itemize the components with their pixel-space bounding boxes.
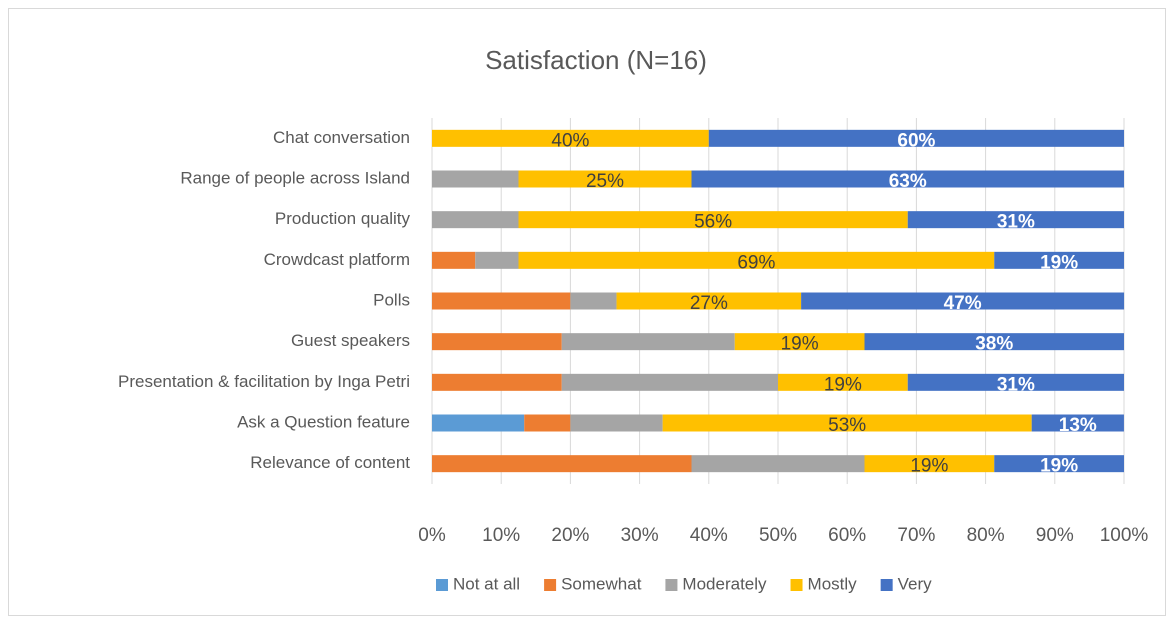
bar-segment bbox=[561, 373, 778, 391]
x-tick-label: 40% bbox=[690, 525, 728, 546]
legend-swatch bbox=[544, 579, 557, 591]
y-tick-label: Crowdcast platform bbox=[264, 250, 410, 269]
bar-segment bbox=[518, 251, 995, 269]
bar-segment bbox=[994, 455, 1124, 473]
x-tick-label: 20% bbox=[551, 525, 589, 546]
x-tick-label: 90% bbox=[1036, 525, 1074, 546]
data-label: 19% bbox=[910, 456, 948, 477]
x-tick-label: 100% bbox=[1100, 525, 1149, 546]
bar-segment bbox=[432, 292, 571, 310]
legend-swatch bbox=[436, 579, 448, 591]
bar-segment bbox=[570, 414, 663, 432]
x-tick-label: 30% bbox=[621, 525, 659, 546]
bar-segment bbox=[907, 373, 1124, 391]
bar-segment bbox=[691, 455, 865, 473]
chart-border bbox=[8, 8, 1166, 616]
data-label: 40% bbox=[551, 130, 589, 151]
x-tick-label: 80% bbox=[967, 525, 1005, 546]
data-label: 63% bbox=[889, 171, 927, 192]
data-label: 27% bbox=[690, 293, 728, 314]
y-tick-label: Guest speakers bbox=[291, 331, 410, 350]
data-label: 19% bbox=[1040, 252, 1078, 273]
bar-segment bbox=[662, 414, 1032, 432]
legend-swatch bbox=[880, 579, 893, 591]
bar-segment bbox=[864, 455, 995, 473]
x-tick-label: 0% bbox=[418, 525, 446, 546]
bar-segment bbox=[432, 333, 562, 351]
bar-segment bbox=[432, 211, 519, 229]
bar-segment bbox=[907, 211, 1124, 229]
bar-segment bbox=[570, 292, 617, 310]
data-label: 38% bbox=[975, 334, 1013, 355]
bar-segment bbox=[691, 170, 1124, 188]
bar-segment bbox=[518, 211, 908, 229]
bar-segment bbox=[432, 414, 525, 432]
bar-segment bbox=[432, 129, 709, 147]
bar-segment bbox=[616, 292, 802, 310]
data-label: 19% bbox=[824, 374, 862, 395]
bar-segment bbox=[801, 292, 1125, 310]
bar-segment bbox=[1031, 414, 1124, 432]
data-label: 56% bbox=[694, 212, 732, 233]
bar-segment bbox=[432, 455, 692, 473]
y-tick-label: Relevance of content bbox=[250, 453, 410, 472]
bar-segment bbox=[734, 333, 865, 351]
legend-label: Not at all bbox=[453, 574, 520, 593]
y-tick-label: Chat conversation bbox=[273, 128, 410, 147]
y-tick-label: Range of people across Island bbox=[180, 168, 410, 187]
data-label: 31% bbox=[997, 212, 1035, 233]
bar-segment bbox=[518, 170, 692, 188]
bar-segment bbox=[561, 333, 735, 351]
y-tick-label: Ask a Question feature bbox=[237, 412, 410, 431]
x-tick-label: 50% bbox=[759, 525, 797, 546]
y-tick-label: Presentation & facilitation by Inga Petr… bbox=[118, 372, 410, 391]
bar-segment bbox=[432, 373, 562, 391]
bar-segment bbox=[864, 333, 1124, 351]
legend-label: Moderately bbox=[682, 574, 767, 593]
y-tick-label: Production quality bbox=[275, 209, 411, 228]
data-label: 31% bbox=[997, 374, 1035, 395]
x-tick-label: 60% bbox=[828, 525, 866, 546]
bar-segment bbox=[708, 129, 1124, 147]
x-tick-label: 10% bbox=[482, 525, 520, 546]
bar-segment bbox=[475, 251, 519, 269]
legend-label: Very bbox=[898, 574, 933, 593]
x-tick-label: 70% bbox=[897, 525, 935, 546]
chart-title: Satisfaction (N=16) bbox=[485, 45, 707, 75]
data-label: 53% bbox=[828, 415, 866, 436]
bar-segment bbox=[778, 373, 908, 391]
data-label: 69% bbox=[737, 252, 775, 273]
legend-swatch bbox=[790, 579, 803, 591]
bar-segment bbox=[994, 251, 1124, 269]
bar-segment bbox=[524, 414, 571, 432]
data-label: 13% bbox=[1059, 415, 1097, 436]
y-tick-label: Polls bbox=[373, 290, 410, 309]
legend-label: Somewhat bbox=[561, 574, 642, 593]
data-label: 60% bbox=[897, 130, 935, 151]
bar-segment bbox=[432, 251, 476, 269]
data-label: 19% bbox=[1040, 456, 1078, 477]
legend-swatch bbox=[665, 579, 678, 591]
data-label: 19% bbox=[781, 334, 819, 355]
data-label: 47% bbox=[944, 293, 982, 314]
legend-label: Mostly bbox=[808, 574, 858, 593]
data-label: 25% bbox=[586, 171, 624, 192]
bar-segment bbox=[432, 170, 519, 188]
